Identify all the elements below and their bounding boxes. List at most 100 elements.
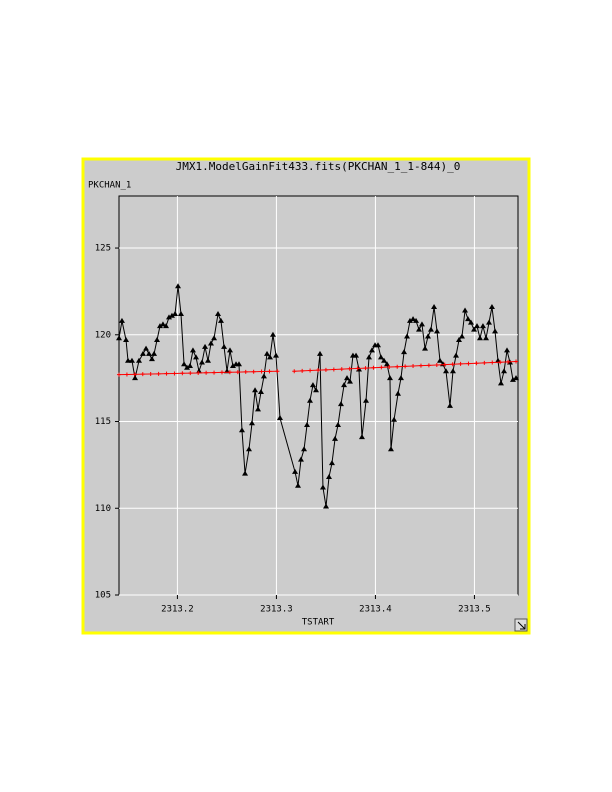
y-tick-label: 115 bbox=[95, 417, 111, 427]
point bbox=[251, 369, 256, 374]
point bbox=[406, 317, 413, 323]
point bbox=[514, 359, 519, 364]
point bbox=[431, 304, 438, 310]
point bbox=[235, 361, 242, 367]
point bbox=[143, 345, 150, 351]
point bbox=[466, 361, 471, 366]
point bbox=[450, 362, 455, 367]
point bbox=[273, 352, 280, 358]
point bbox=[355, 366, 360, 371]
point bbox=[221, 343, 228, 349]
point bbox=[139, 350, 146, 356]
point bbox=[482, 360, 487, 365]
point bbox=[471, 326, 478, 332]
point bbox=[449, 368, 456, 374]
point bbox=[229, 363, 236, 369]
y-tick-label: 105 bbox=[95, 591, 111, 601]
point bbox=[331, 367, 336, 372]
point bbox=[306, 397, 313, 403]
point bbox=[248, 420, 255, 426]
point bbox=[415, 326, 422, 332]
point bbox=[488, 304, 495, 310]
point bbox=[485, 319, 492, 325]
point bbox=[132, 372, 137, 377]
point bbox=[198, 359, 205, 365]
point bbox=[332, 435, 339, 441]
point bbox=[387, 365, 392, 370]
point bbox=[455, 336, 462, 342]
point bbox=[426, 363, 431, 368]
point bbox=[132, 375, 139, 381]
point bbox=[257, 389, 264, 395]
point bbox=[316, 368, 321, 373]
point bbox=[446, 402, 453, 408]
point bbox=[255, 406, 262, 412]
point bbox=[292, 468, 299, 474]
point bbox=[386, 375, 393, 381]
point bbox=[165, 314, 172, 320]
point bbox=[501, 368, 508, 374]
marks bbox=[116, 283, 520, 509]
point bbox=[453, 352, 460, 358]
point bbox=[363, 397, 370, 403]
point bbox=[403, 364, 408, 369]
point bbox=[227, 370, 232, 375]
point bbox=[328, 460, 335, 466]
point bbox=[458, 361, 463, 366]
point bbox=[154, 336, 161, 342]
grid: 105 110 115 120 125 2313.2 2313.3 2313.4 2313.5 bbox=[95, 196, 518, 615]
point bbox=[207, 340, 214, 346]
point bbox=[436, 357, 443, 363]
point bbox=[397, 375, 404, 381]
point bbox=[490, 360, 495, 365]
point bbox=[323, 367, 328, 372]
point bbox=[205, 357, 212, 363]
point bbox=[504, 347, 511, 353]
point bbox=[226, 347, 233, 353]
point bbox=[148, 356, 155, 362]
point bbox=[117, 372, 121, 377]
point bbox=[377, 354, 384, 360]
point bbox=[341, 382, 348, 388]
point bbox=[339, 367, 344, 372]
point bbox=[188, 371, 193, 376]
point bbox=[434, 362, 439, 367]
point bbox=[177, 310, 184, 316]
x-tick-label: 2313.3 bbox=[260, 605, 293, 615]
point bbox=[211, 335, 218, 341]
point bbox=[304, 421, 311, 427]
point bbox=[492, 328, 499, 334]
y-tick-label: 125 bbox=[95, 244, 111, 254]
point bbox=[387, 446, 394, 452]
point bbox=[395, 364, 400, 369]
point bbox=[498, 360, 503, 365]
point bbox=[365, 354, 372, 360]
point bbox=[124, 372, 129, 377]
point bbox=[275, 369, 280, 374]
point bbox=[118, 317, 125, 323]
point bbox=[186, 363, 193, 369]
point bbox=[217, 317, 224, 323]
point bbox=[193, 354, 200, 360]
point bbox=[443, 368, 450, 374]
point bbox=[196, 370, 201, 375]
x-axis-label: TSTART bbox=[302, 618, 335, 628]
point bbox=[422, 345, 429, 351]
point bbox=[474, 361, 479, 366]
point bbox=[344, 375, 351, 381]
point bbox=[242, 470, 249, 476]
point bbox=[479, 323, 486, 329]
point bbox=[335, 421, 342, 427]
point bbox=[148, 371, 153, 376]
resize-arrow[interactable] bbox=[517, 621, 526, 630]
point bbox=[215, 310, 222, 316]
point bbox=[172, 310, 179, 316]
point bbox=[175, 283, 182, 289]
point bbox=[308, 368, 313, 373]
point bbox=[404, 333, 411, 339]
point bbox=[172, 371, 177, 376]
point bbox=[219, 370, 224, 375]
resize-icon[interactable] bbox=[514, 618, 528, 632]
point bbox=[252, 387, 259, 393]
point bbox=[292, 369, 297, 374]
